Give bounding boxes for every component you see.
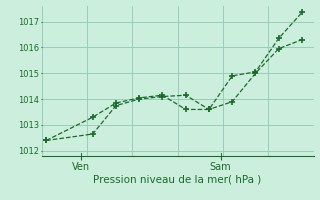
X-axis label: Pression niveau de la mer( hPa ): Pression niveau de la mer( hPa ) bbox=[93, 174, 262, 184]
